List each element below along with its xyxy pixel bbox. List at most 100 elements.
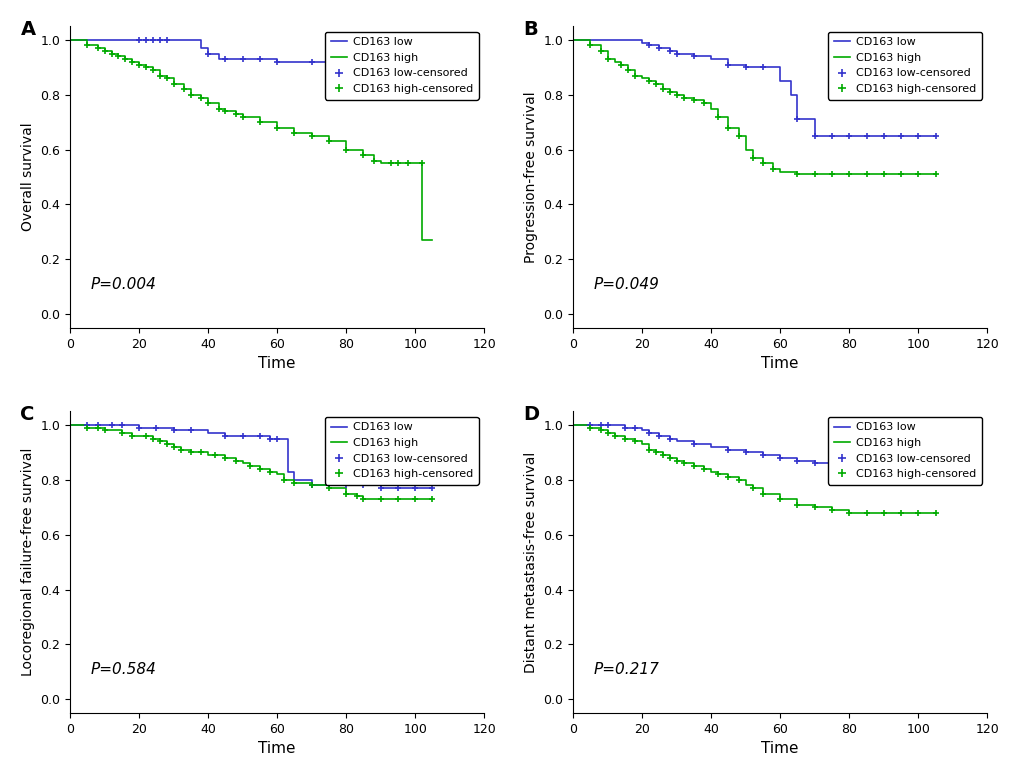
- CD163 low: [825, 131, 838, 141]
- CD163 high-censored: [219, 453, 231, 462]
- CD163 high: [711, 470, 723, 479]
- CD163 low: [184, 35, 197, 44]
- CD163 low: [322, 57, 334, 67]
- CD163 high: [126, 57, 139, 67]
- CD163 high: [656, 451, 668, 460]
- CD163 high: [697, 464, 709, 473]
- CD163 high-censored: [697, 99, 709, 108]
- CD163 high-censored: [601, 429, 613, 438]
- CD163 low: [653, 431, 665, 441]
- CD163 high-censored: [608, 431, 621, 441]
- CD163 high-censored: [132, 60, 145, 69]
- CD163 high-censored: [140, 63, 152, 72]
- CD163 low-censored: [409, 57, 421, 67]
- CD163 low: [619, 423, 631, 433]
- CD163 high: [367, 156, 379, 166]
- CD163 high: [391, 159, 404, 168]
- CD163 high: [911, 169, 923, 179]
- Line: CD163 high: CD163 high: [70, 40, 432, 240]
- CD163 high-censored: [184, 448, 197, 457]
- CD163 low-censored: [391, 483, 404, 493]
- CD163 low: [92, 35, 104, 44]
- CD163 high-censored: [212, 104, 224, 113]
- CD163 high-censored: [167, 79, 179, 89]
- CD163 high: [825, 505, 838, 514]
- CD163 high: [629, 437, 641, 446]
- CD163 low: [629, 423, 641, 433]
- CD163 high: [160, 440, 172, 449]
- CD163 low: [773, 76, 786, 85]
- Text: A: A: [20, 20, 36, 40]
- CD163 high: [236, 458, 249, 468]
- CD163 high: [687, 96, 699, 105]
- CD163 high-censored: [732, 476, 744, 485]
- CD163 low-censored: [825, 131, 838, 141]
- CD163 high-censored: [229, 110, 242, 119]
- CD163 high: [746, 483, 758, 493]
- CD163 high-censored: [177, 85, 190, 94]
- CD163 low: [126, 35, 139, 44]
- CD163 high-censored: [357, 151, 369, 160]
- CD163 low: [219, 431, 231, 441]
- CD163 low: [339, 481, 352, 490]
- Text: P=0.004: P=0.004: [91, 277, 157, 291]
- CD163 high: [409, 159, 421, 168]
- CD163 low: [791, 456, 803, 465]
- CD163 high: [357, 151, 369, 160]
- CD163 high-censored: [306, 481, 318, 490]
- CD163 low: [150, 423, 162, 433]
- CD163 low: [426, 57, 438, 67]
- CD163 high-censored: [426, 494, 438, 503]
- CD163 high-censored: [669, 90, 682, 99]
- CD163 high-censored: [209, 451, 221, 460]
- CD163 high: [115, 429, 127, 438]
- CD163 high-censored: [147, 65, 159, 75]
- CD163 low: [808, 458, 820, 468]
- CD163 low-censored: [357, 57, 369, 67]
- CD163 high-censored: [92, 423, 104, 433]
- CD163 low-censored: [653, 44, 665, 53]
- CD163 high: [876, 508, 889, 517]
- CD163 high: [209, 451, 221, 460]
- CD163 low: [876, 467, 889, 476]
- CD163 low: [669, 437, 682, 446]
- CD163 high-censored: [401, 159, 414, 168]
- CD163 high: [594, 426, 606, 435]
- CD163 low: [687, 52, 699, 61]
- CD163 high: [732, 131, 744, 141]
- CD163 high-censored: [244, 462, 256, 471]
- CD163 low-censored: [374, 483, 386, 493]
- CD163 high-censored: [894, 508, 906, 517]
- CD163 high: [82, 41, 94, 51]
- CD163 high: [112, 52, 124, 61]
- CD163 high-censored: [756, 159, 768, 168]
- CD163 high-censored: [82, 41, 94, 51]
- CD163 low-censored: [236, 431, 249, 441]
- CD163 high: [229, 110, 242, 119]
- CD163 high-censored: [584, 41, 596, 51]
- CD163 low: [911, 467, 923, 476]
- CD163 low: [132, 423, 145, 433]
- CD163 low-censored: [642, 41, 654, 51]
- CD163 high-censored: [766, 164, 779, 173]
- CD163 high: [202, 99, 214, 108]
- CD163 low-censored: [773, 453, 786, 462]
- CD163 high-censored: [254, 117, 266, 127]
- CD163 high: [766, 164, 779, 173]
- CD163 low-censored: [271, 57, 283, 67]
- Legend: CD163 low, CD163 high, CD163 low-censored, CD163 high-censored: CD163 low, CD163 high, CD163 low-censore…: [827, 32, 980, 99]
- CD163 low: [236, 54, 249, 64]
- CD163 low-censored: [642, 429, 654, 438]
- CD163 high-censored: [82, 423, 94, 433]
- CD163 low: [64, 420, 76, 430]
- CD163 high-censored: [264, 467, 276, 476]
- CD163 low: [784, 90, 796, 99]
- CD163 high: [92, 44, 104, 53]
- CD163 low: [409, 483, 421, 493]
- CD163 high: [105, 49, 117, 58]
- CD163 low: [150, 35, 162, 44]
- CD163 high-censored: [160, 74, 172, 83]
- CD163 high: [140, 431, 152, 441]
- CD163 high: [278, 476, 290, 485]
- CD163 low: [876, 131, 889, 141]
